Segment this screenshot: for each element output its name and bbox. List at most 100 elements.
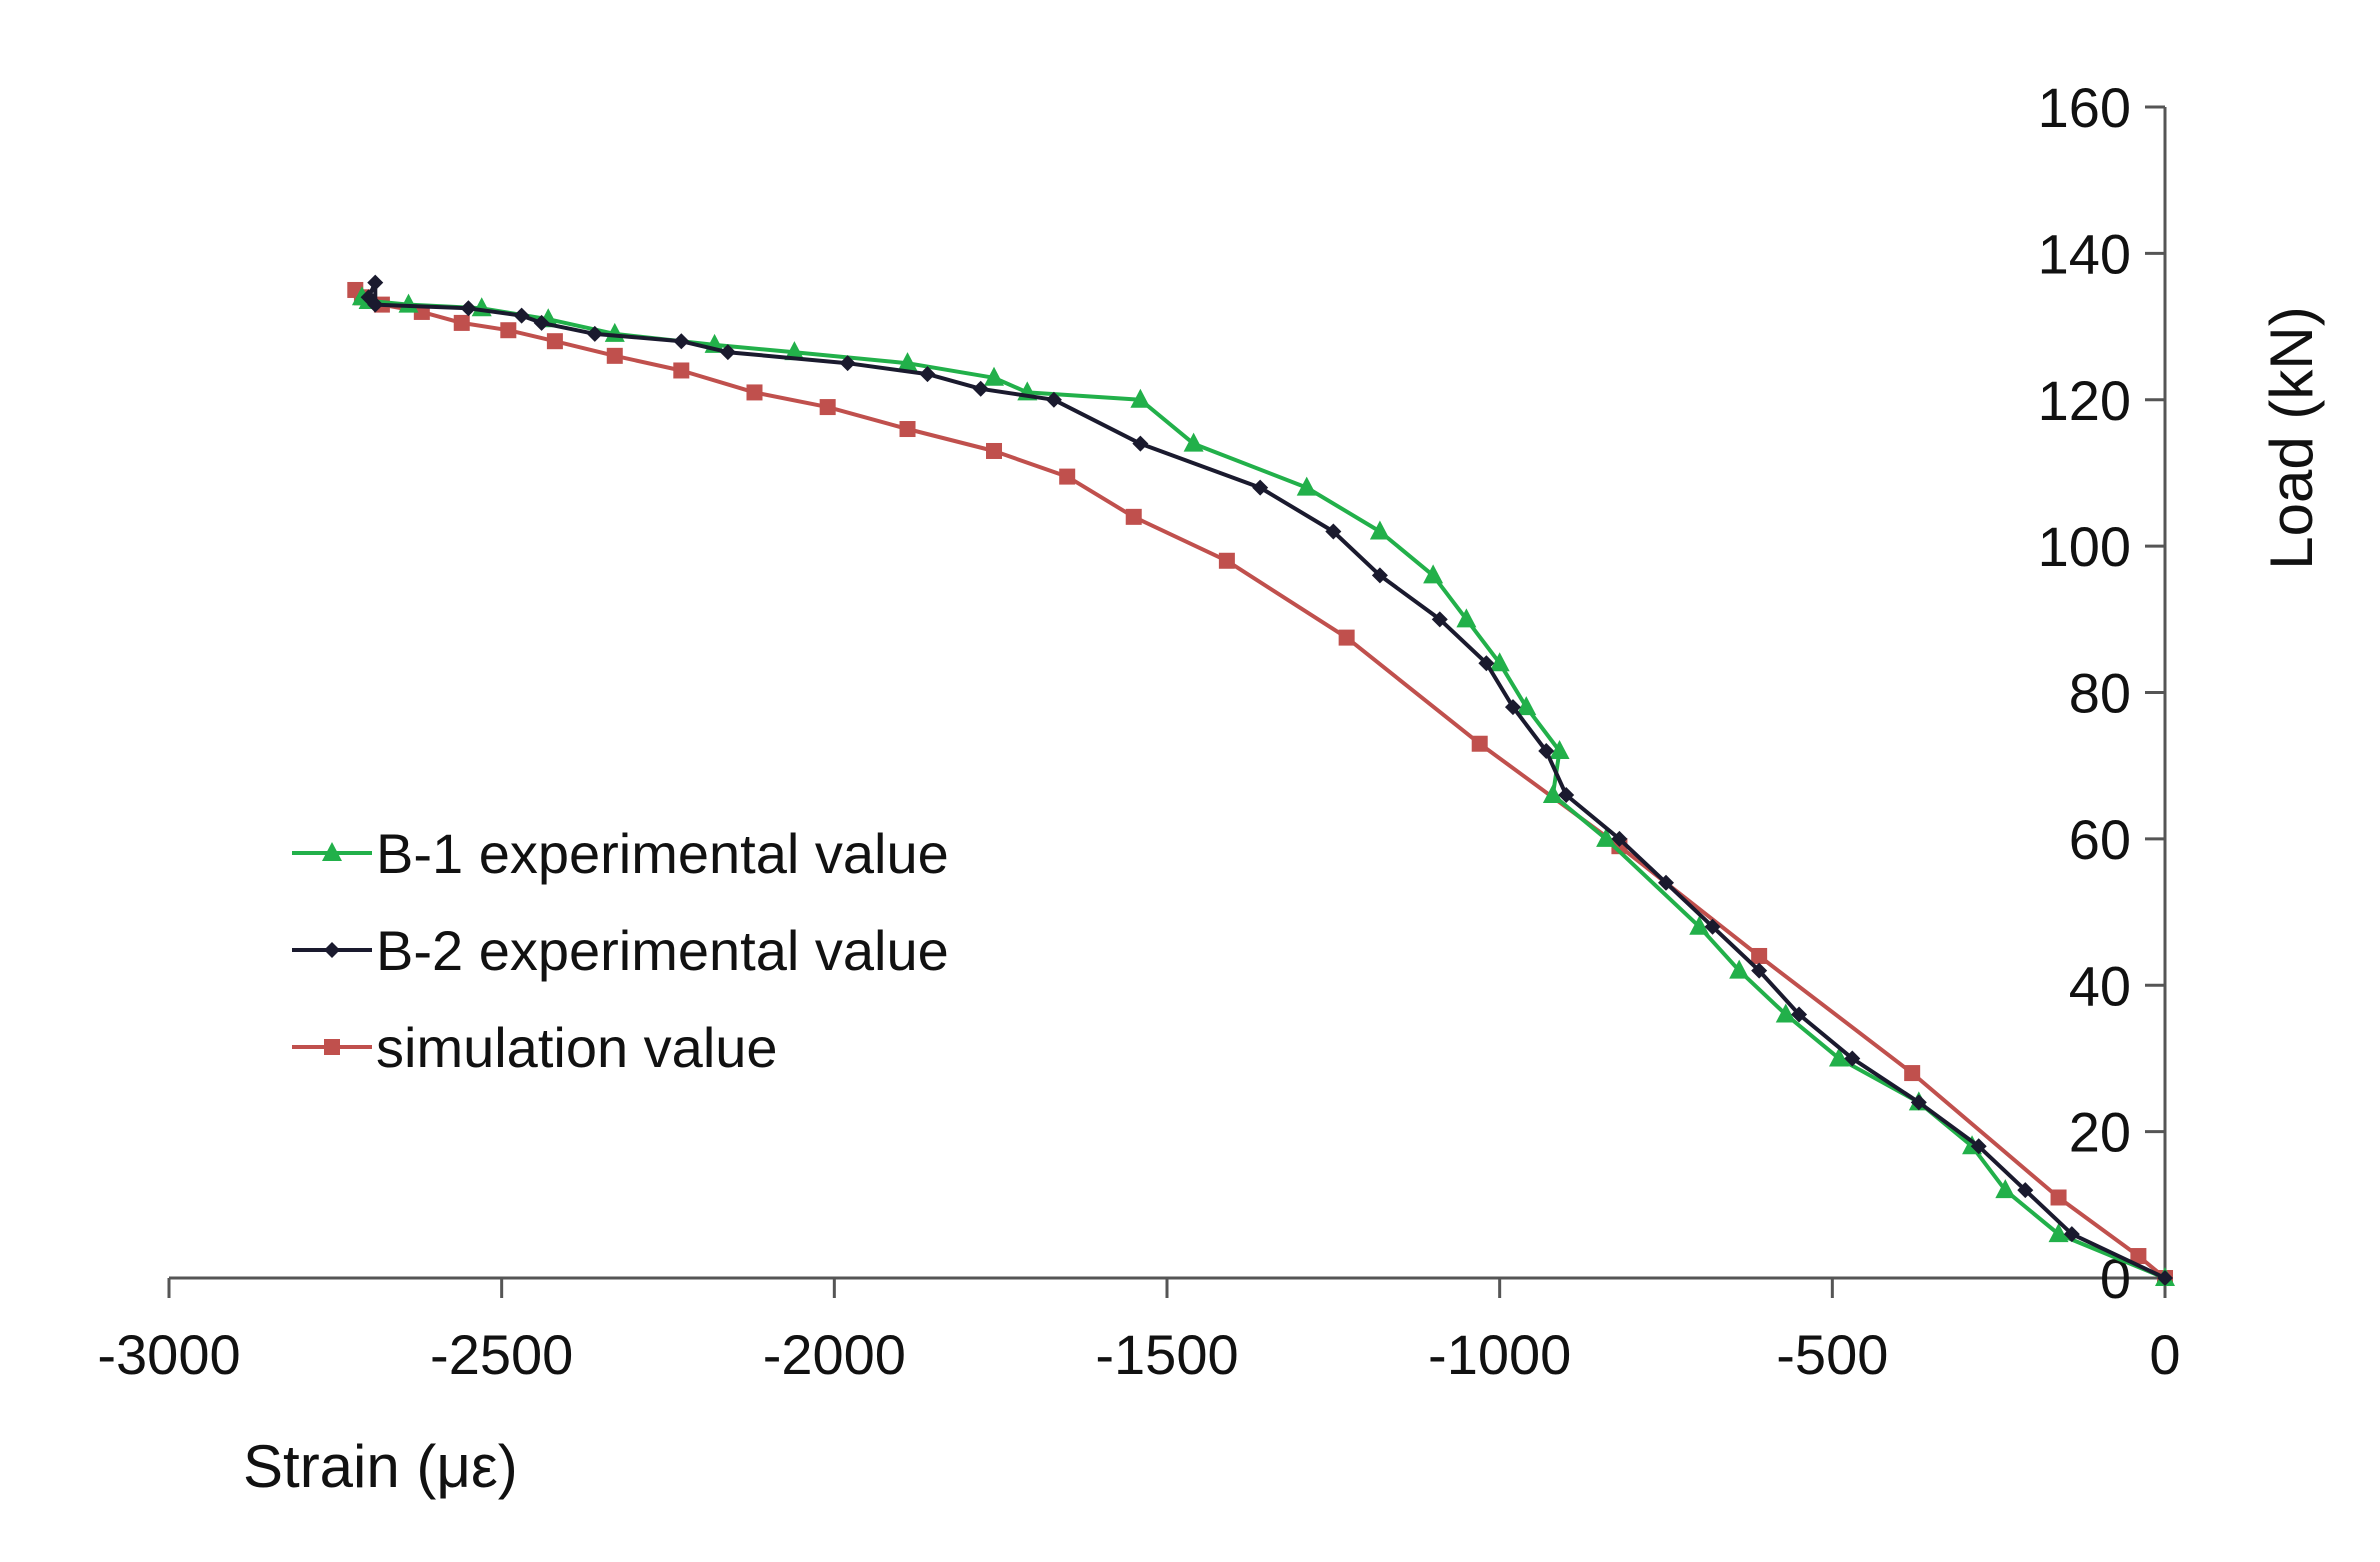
data-point bbox=[899, 421, 916, 438]
legend-swatch-marker bbox=[324, 942, 340, 958]
series-line bbox=[353, 288, 2167, 1280]
data-point bbox=[1130, 388, 1151, 408]
y-tick-label: 100 bbox=[2038, 515, 2131, 578]
data-point bbox=[1558, 786, 1575, 803]
y-tick-label: 160 bbox=[2038, 76, 2131, 139]
data-point bbox=[606, 347, 623, 364]
data-point bbox=[1995, 1179, 2016, 1199]
data-point bbox=[367, 274, 384, 291]
data-point bbox=[1325, 523, 1342, 540]
data-point bbox=[1970, 1138, 1987, 1155]
data-point bbox=[839, 355, 856, 372]
data-point bbox=[1371, 567, 1388, 584]
x-tick-label: -3000 bbox=[97, 1323, 240, 1386]
data-point bbox=[1704, 918, 1721, 935]
data-point bbox=[1549, 740, 1570, 760]
data-point bbox=[1542, 783, 1563, 803]
data-point bbox=[1844, 1050, 1861, 1067]
x-tick-label: -1000 bbox=[1428, 1323, 1571, 1386]
data-point bbox=[1296, 476, 1317, 496]
data-point bbox=[1471, 735, 1488, 752]
data-point bbox=[546, 333, 563, 350]
data-point bbox=[1252, 479, 1269, 496]
data-point bbox=[1596, 827, 1617, 847]
data-point bbox=[1456, 608, 1477, 628]
data-point bbox=[2017, 1182, 2034, 1199]
data-point bbox=[460, 300, 477, 317]
data-point bbox=[1369, 520, 1390, 540]
x-tick-label: -1500 bbox=[1095, 1323, 1238, 1386]
data-point bbox=[1791, 1006, 1808, 1023]
data-point bbox=[673, 333, 690, 350]
data-point bbox=[986, 442, 1003, 459]
data-point bbox=[1904, 1065, 1921, 1082]
data-point bbox=[2130, 1248, 2147, 1265]
data-point bbox=[784, 341, 805, 361]
series-1 bbox=[351, 286, 2175, 1286]
data-point bbox=[1338, 629, 1355, 646]
legend-item: simulation value bbox=[292, 1016, 778, 1079]
series-line bbox=[366, 280, 2166, 1280]
data-point bbox=[1516, 696, 1537, 716]
y-tick-label: 20 bbox=[2069, 1101, 2131, 1164]
legend-swatch-marker bbox=[322, 842, 342, 861]
axes: -3000 -2500 -2000 -1500 -1000 -500 00204060801… bbox=[97, 76, 2180, 1386]
y-tick-label: 140 bbox=[2038, 222, 2131, 285]
data-point bbox=[819, 399, 836, 416]
y-tick-label: 80 bbox=[2069, 662, 2131, 725]
data-point bbox=[1775, 1003, 1796, 1023]
data-point bbox=[2063, 1226, 2080, 1243]
plot-area bbox=[347, 274, 2175, 1286]
data-point bbox=[1423, 564, 1444, 584]
data-point bbox=[500, 322, 517, 339]
data-point bbox=[586, 325, 603, 342]
legend-label: B-2 experimental value bbox=[376, 919, 949, 982]
data-point bbox=[533, 314, 550, 331]
data-point bbox=[1183, 432, 1204, 452]
data-point bbox=[2157, 1270, 2173, 1286]
y-tick-label: 120 bbox=[2038, 369, 2131, 432]
data-point bbox=[897, 352, 918, 372]
data-point bbox=[1611, 830, 1628, 847]
data-point bbox=[1538, 743, 1555, 760]
series-3 bbox=[347, 281, 2173, 1286]
legend: B-1 experimental value B-2 experimental v… bbox=[292, 822, 949, 1079]
data-point bbox=[1751, 947, 1768, 964]
x-tick-label: -2500 bbox=[430, 1323, 573, 1386]
data-point bbox=[1478, 655, 1495, 672]
y-axis-title: Load (kN) bbox=[2258, 306, 2325, 569]
data-point bbox=[1910, 1094, 1927, 1111]
x-axis-title: Strain (με) bbox=[243, 1433, 518, 1500]
data-point bbox=[2048, 1223, 2069, 1243]
data-point bbox=[2050, 1189, 2067, 1206]
data-point bbox=[1059, 468, 1076, 485]
data-point bbox=[1431, 611, 1448, 628]
series-line bbox=[360, 295, 2166, 1280]
data-point bbox=[1045, 391, 1062, 408]
x-tick-label: -500 bbox=[1776, 1323, 1888, 1386]
data-point bbox=[1658, 874, 1674, 891]
legend-item: B-1 experimental value bbox=[292, 822, 949, 885]
data-point bbox=[1132, 435, 1149, 452]
data-point bbox=[1729, 959, 1750, 979]
data-point bbox=[746, 384, 763, 401]
data-point bbox=[673, 362, 690, 379]
legend-item: B-2 experimental value bbox=[292, 919, 949, 982]
data-point bbox=[513, 307, 530, 324]
data-point bbox=[984, 366, 1005, 386]
data-point bbox=[360, 289, 377, 306]
data-point bbox=[1489, 652, 1510, 672]
data-point bbox=[719, 344, 736, 361]
legend-label: simulation value bbox=[376, 1016, 778, 1079]
data-point bbox=[1828, 1047, 1849, 1067]
series-2 bbox=[360, 274, 2173, 1286]
x-tick-label: 0 bbox=[2149, 1323, 2180, 1386]
data-point bbox=[1689, 915, 1710, 935]
legend-label: B-1 experimental value bbox=[376, 822, 949, 885]
data-point bbox=[1125, 508, 1142, 525]
y-tick-label: 40 bbox=[2069, 954, 2131, 1017]
x-tick-label: -2000 bbox=[763, 1323, 906, 1386]
data-point bbox=[972, 380, 989, 397]
